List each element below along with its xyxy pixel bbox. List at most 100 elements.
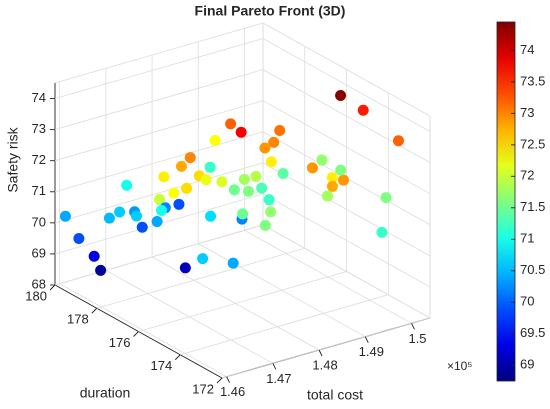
data-point	[256, 182, 268, 194]
colorbar-tick-label: 70.5	[520, 262, 545, 277]
x-tick	[411, 323, 415, 330]
y-axis-label: duration	[80, 385, 131, 401]
grid-line	[96, 247, 305, 309]
z-tick-label: 71	[32, 183, 46, 198]
y-tick-label: 176	[109, 335, 131, 350]
x-offset-label: ×10⁵	[447, 359, 472, 373]
y-tick	[49, 284, 56, 291]
y-tick	[91, 307, 98, 314]
data-point	[335, 89, 347, 101]
data-point	[268, 136, 280, 148]
grid-line	[54, 131, 264, 193]
grid-line	[262, 69, 431, 163]
box-edge	[54, 22, 264, 84]
z-tick-label: 73	[32, 121, 46, 136]
data-point	[200, 174, 212, 186]
data-point	[316, 154, 328, 166]
y-tick	[174, 354, 181, 361]
grid-line	[262, 100, 431, 195]
y-tick-label: 174	[151, 358, 173, 373]
data-point	[321, 190, 333, 202]
data-point	[131, 210, 143, 222]
data-point	[326, 180, 338, 192]
data-point	[59, 210, 71, 222]
data-point	[154, 193, 166, 205]
colorbar-tick-label: 74	[520, 42, 534, 57]
z-tick-label: 68	[32, 276, 46, 291]
x-tick	[226, 376, 231, 383]
x-axis-label: total cost	[307, 387, 363, 403]
data-point	[263, 194, 275, 206]
data-point	[277, 168, 289, 180]
data-point	[204, 161, 216, 173]
data-point	[158, 171, 170, 183]
x-tick-label: 1.47	[266, 371, 291, 386]
chart-title: Final Pareto Front (3D)	[195, 3, 346, 19]
data-point	[179, 262, 191, 274]
x-tick-label: 1.48	[312, 357, 337, 372]
z-tick-label: 69	[32, 245, 46, 260]
data-point	[103, 212, 115, 224]
y-tick	[133, 331, 139, 337]
grid-line	[262, 224, 431, 319]
grid-line	[262, 38, 431, 132]
grid-line	[180, 294, 389, 356]
data-point	[306, 162, 318, 174]
colorbar	[496, 21, 516, 382]
data-point	[114, 206, 126, 218]
z-axis-label: Safety risk	[5, 126, 21, 192]
grid-line	[138, 271, 347, 332]
data-point	[88, 250, 100, 262]
data-point	[173, 198, 185, 210]
data-point	[156, 204, 168, 216]
data-point	[181, 182, 193, 194]
data-point	[175, 160, 187, 172]
data-point	[335, 164, 347, 176]
data-point	[168, 187, 180, 199]
x-tick-label: 1.49	[359, 344, 384, 359]
data-point	[326, 172, 338, 184]
grid-line	[54, 162, 264, 224]
data-point	[338, 174, 350, 186]
data-point	[380, 192, 392, 204]
x-tick	[364, 336, 369, 343]
data-point	[228, 184, 240, 196]
grid-line	[54, 69, 264, 130]
colorbar-tick-label: 69	[520, 357, 534, 372]
x-tick-label: 1.5	[408, 331, 426, 346]
grid-line	[54, 100, 264, 162]
grid-line	[54, 38, 264, 99]
data-point	[250, 170, 262, 182]
data-point	[243, 185, 255, 197]
data-point	[225, 118, 237, 130]
z-tick-label: 74	[32, 90, 46, 105]
grid-line	[262, 193, 431, 288]
grid-line	[54, 224, 264, 286]
colorbar-tick-label: 69.5	[520, 325, 545, 340]
colorbar-tick-label: 72.5	[520, 136, 545, 151]
grid-line	[221, 317, 431, 379]
data-point	[209, 134, 221, 146]
data-point	[227, 257, 239, 269]
data-point	[237, 208, 249, 220]
data-point	[151, 216, 163, 228]
data-point	[357, 104, 369, 116]
colorbar-tick-label: 71	[520, 231, 534, 246]
data-point	[259, 142, 271, 154]
data-point	[184, 152, 196, 164]
data-point	[136, 221, 148, 233]
colorbar-tick-label: 71.5	[520, 199, 545, 214]
x-tick-label: 1.46	[220, 384, 245, 399]
data-point	[205, 210, 217, 222]
data-point	[73, 232, 85, 244]
y-tick-label: 172	[192, 381, 214, 396]
data-point	[95, 264, 107, 276]
x-tick	[272, 363, 277, 370]
data-point	[265, 206, 277, 218]
data-point	[216, 176, 228, 188]
colorbar-tick-label: 72	[520, 168, 534, 183]
data-point	[197, 253, 209, 265]
z-tick-label: 72	[32, 152, 46, 167]
data-point	[274, 125, 286, 137]
